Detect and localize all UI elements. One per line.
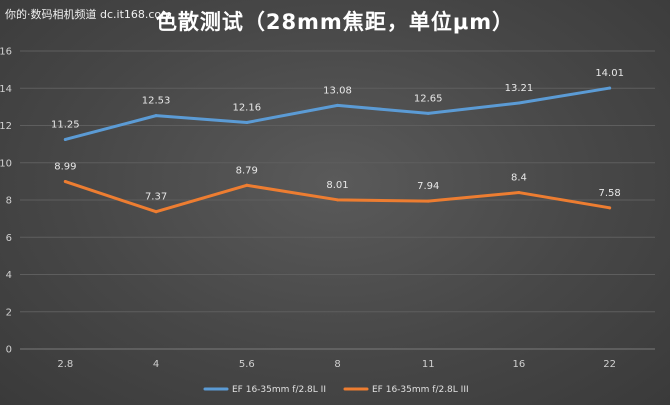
data-point: [426, 111, 430, 115]
data-label: 8.4: [511, 173, 527, 184]
y-tick-label: 4: [6, 270, 12, 281]
data-point: [336, 103, 339, 107]
data-label: 12.53: [142, 96, 171, 107]
x-tick-label: 11: [422, 359, 435, 370]
data-label: 8.79: [236, 165, 258, 176]
y-tick-label: 10: [0, 158, 12, 169]
x-tick-label: 16: [513, 359, 526, 370]
x-tick-label: 4: [153, 359, 159, 370]
data-label: 7.94: [417, 181, 439, 192]
data-label: 13.08: [323, 85, 352, 96]
y-tick-label: 0: [6, 345, 12, 356]
data-point: [336, 198, 339, 202]
data-point: [63, 137, 67, 141]
data-point: [154, 210, 158, 214]
watermark: 你的·数码相机频道 dc.it168.com: [5, 8, 172, 21]
data-point: [517, 101, 521, 105]
y-tick-label: 6: [6, 233, 12, 244]
data-point: [608, 86, 612, 90]
data-point: [517, 191, 521, 195]
data-label: 14.01: [595, 68, 624, 79]
data-label: 13.21: [505, 83, 534, 94]
y-tick-label: 8: [6, 196, 12, 207]
data-label: 7.37: [145, 192, 167, 203]
y-tick-label: 2: [6, 307, 12, 318]
x-tick-label: 5.6: [239, 359, 255, 370]
data-point: [154, 114, 158, 118]
data-label: 11.25: [51, 119, 80, 130]
data-point: [63, 180, 67, 184]
y-tick-label: 14: [0, 84, 12, 95]
x-tick-label: 22: [603, 359, 616, 370]
data-label: 8.99: [54, 162, 76, 173]
data-label: 12.16: [232, 103, 261, 114]
data-point: [245, 121, 249, 125]
y-tick-label: 16: [0, 47, 12, 58]
y-tick-label: 12: [0, 121, 12, 132]
legend-label: EF 16-35mm f/2.8L II: [232, 385, 326, 395]
data-label: 7.58: [599, 188, 621, 199]
x-tick-label: 2.8: [57, 359, 73, 370]
data-point: [608, 206, 612, 210]
data-label: 12.65: [414, 93, 443, 104]
data-point: [245, 183, 249, 187]
data-label: 8.01: [326, 180, 348, 191]
legend-label: EF 16-35mm f/2.8L III: [372, 385, 469, 395]
data-point: [426, 199, 430, 203]
chart-title: 色散测试（28mm焦距，单位μm）: [155, 10, 515, 34]
x-tick-label: 8: [334, 359, 340, 370]
